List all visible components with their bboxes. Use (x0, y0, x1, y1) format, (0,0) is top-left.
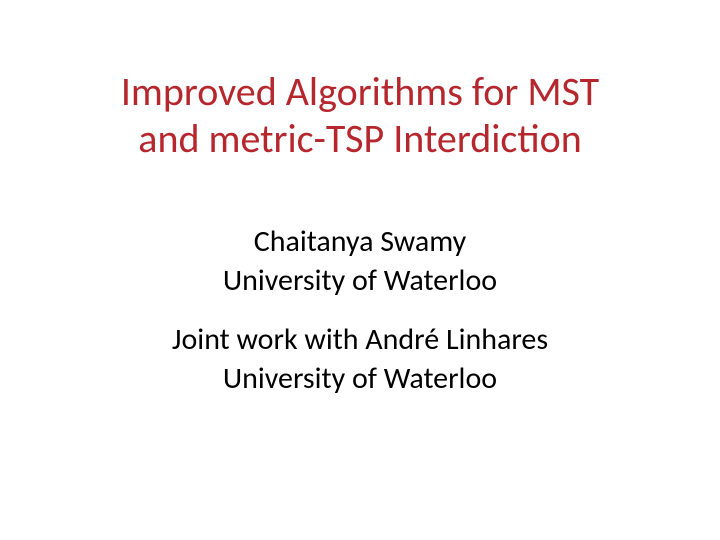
title-line-1: Improved Algorithms for MST (121, 67, 599, 116)
slide-title: Improved Algorithms for MST and metric-T… (121, 68, 599, 162)
title-line-2: and metric-TSP Interdiction (138, 114, 581, 163)
author-affiliation: University of Waterloo (223, 261, 497, 300)
collaboration-line-2: University of Waterloo (172, 359, 548, 398)
author-block: Chaitanya Swamy University of Waterloo (223, 222, 497, 300)
collaboration-block: Joint work with André Linhares Universit… (172, 320, 548, 398)
collaboration-line-1: Joint work with André Linhares (172, 320, 548, 359)
author-name: Chaitanya Swamy (223, 222, 497, 261)
